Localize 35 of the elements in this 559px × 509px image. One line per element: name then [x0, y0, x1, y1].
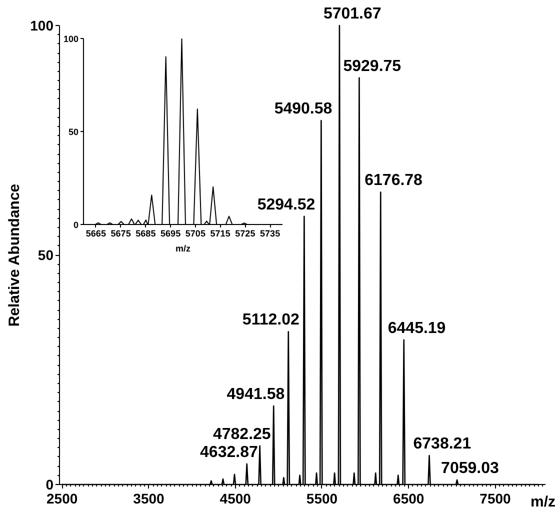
- x-tick-label: 5735: [260, 228, 280, 238]
- y-tick-label: 100: [63, 34, 79, 44]
- annotation: 7059.03: [441, 460, 499, 477]
- y-tick-label: 50: [38, 247, 54, 263]
- x-tick-label: 7500: [480, 490, 512, 506]
- y-tick-label: 0: [73, 220, 79, 230]
- x-tick-label: 5675: [110, 228, 131, 238]
- annotation: 5929.75: [343, 58, 402, 75]
- x-tick-label: 5695: [160, 228, 181, 238]
- x-tick-label: 5500: [306, 490, 338, 506]
- annotation: 6176.78: [364, 172, 423, 190]
- x-tick-label: 6500: [393, 490, 424, 506]
- x-tick-label: 5725: [235, 228, 256, 238]
- y-axis-title: Relative Abundance: [6, 184, 24, 327]
- annotation: 5490.58: [274, 100, 332, 118]
- annotation: 4632.87: [200, 444, 258, 461]
- annotation: 4941.58: [226, 386, 285, 404]
- y-tick-label: 100: [30, 18, 54, 34]
- x-tick-label: 5685: [136, 228, 156, 238]
- y-tick-label: 0: [46, 476, 54, 492]
- x-tick-label: 5705: [185, 228, 206, 238]
- x-tick-label: 5665: [86, 228, 106, 238]
- x-axis-title: m/z: [530, 494, 556, 509]
- annotation: 5701.67: [323, 6, 382, 22]
- x-tick-label: 4500: [220, 490, 252, 506]
- x-tick-label: 3500: [133, 490, 165, 506]
- y-tick-label: 50: [68, 127, 79, 137]
- annotation: 4782.25: [212, 426, 271, 443]
- annotation: 6738.21: [413, 436, 472, 453]
- annotation: 6445.19: [388, 320, 446, 337]
- x-axis-title: m/z: [176, 244, 191, 254]
- x-tick-label: 2500: [46, 490, 78, 506]
- annotation: 5294.52: [257, 196, 316, 214]
- x-tick-label: 5715: [210, 228, 230, 238]
- annotation: 5112.02: [242, 312, 300, 329]
